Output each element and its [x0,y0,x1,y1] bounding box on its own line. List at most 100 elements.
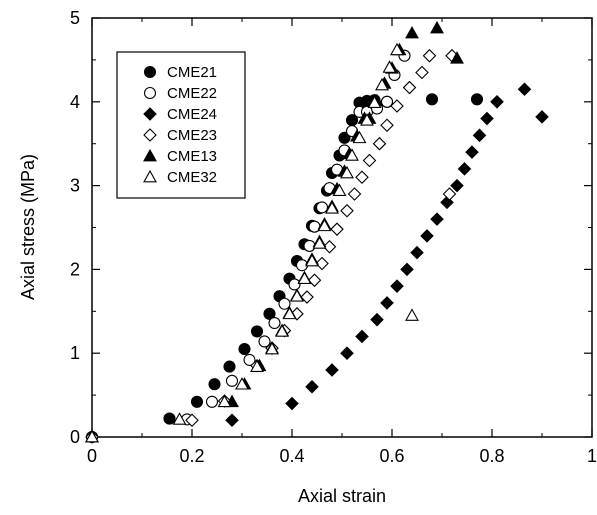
data-point [85,429,99,443]
series-cme24 [225,82,549,428]
data-points [85,20,549,444]
data-point [285,396,299,411]
legend-entry: CME21 [143,64,217,81]
data-point [278,297,291,310]
legend-marker [143,86,157,100]
y-axis-label: Axial stress (MPa) [18,154,38,300]
data-point [275,324,289,337]
data-point [290,289,304,302]
x-tick-label: 0 [87,446,97,466]
legend-entry: CME23 [143,127,217,144]
legend-entry: CME22 [143,85,217,102]
data-point [258,335,271,348]
data-point [450,51,464,64]
data-point [250,325,264,338]
data-point [300,290,314,304]
legend-label: CME32 [167,169,217,186]
data-point [307,273,322,288]
legend-marker [143,169,157,183]
data-point [380,296,394,310]
data-point [470,93,484,106]
legend: CME21 CME22 CME24 CME23 CME13 CME32 [116,51,246,199]
data-point [375,77,389,91]
series-cme32 [85,42,419,443]
data-point [325,363,339,377]
data-point [217,394,232,408]
legend-entry: CME13 [143,148,217,165]
data-point [250,359,264,372]
data-point [405,308,419,321]
data-point [425,93,439,106]
x-tick-label: 0.6 [379,446,404,466]
legend-entry: CME24 [143,106,217,123]
data-point [268,316,281,330]
legend-label: CME13 [167,148,217,165]
x-tick-label: 0.2 [179,446,204,466]
data-point [163,412,176,425]
data-point [282,306,297,320]
y-tick-label: 0 [70,427,80,447]
series-cme23 [85,48,459,444]
data-point [208,378,221,391]
data-point [402,80,417,95]
data-point [490,95,504,109]
data-point [340,203,354,218]
data-point [450,178,464,193]
legend-label: CME21 [167,64,217,81]
data-point [382,60,397,73]
data-point [347,187,362,201]
data-point [315,201,329,214]
data-point [380,118,394,133]
y-tick-label: 5 [70,8,80,28]
x-tick-label: 0.8 [479,446,504,466]
data-point [340,346,354,360]
data-point [390,279,404,293]
legend-label: CME23 [167,127,217,144]
legend-marker [143,128,157,142]
y-tick-label: 2 [70,259,80,279]
y-tick-label: 1 [70,343,80,363]
data-point [330,222,344,236]
legend-entry: CME32 [143,169,217,186]
x-tick-label: 1 [587,446,597,466]
axis-ticks [91,17,593,438]
data-point [362,153,377,168]
data-point [317,218,332,232]
data-point [430,212,444,226]
data-point [360,113,374,126]
data-point [338,131,351,144]
data-point [480,111,494,126]
legend-marker [143,148,157,162]
data-point [235,377,249,390]
data-point [190,395,204,408]
data-point [372,136,387,151]
data-point [332,183,347,196]
data-point [315,256,329,271]
data-point [420,229,434,243]
data-point [305,379,319,394]
data-point [225,374,239,387]
data-point [355,170,369,184]
data-point [322,239,337,254]
data-point [185,413,199,428]
data-point [422,48,437,63]
legend-box [116,51,246,199]
data-point [340,165,354,179]
data-point [457,162,472,176]
data-point [390,99,404,113]
data-point [355,329,369,344]
data-point [325,201,339,214]
data-point [430,20,444,34]
legend-marker [143,107,157,121]
data-point [367,95,382,108]
data-point [380,95,394,108]
data-point [517,82,532,97]
data-point [405,25,419,39]
data-point [345,148,359,161]
y-tick-labels: 0 1 2 3 4 5 [70,8,80,447]
data-point [297,271,312,284]
legend-label: CME24 [167,106,217,123]
data-point [223,360,236,373]
data-point [410,245,424,260]
data-point [243,353,256,366]
